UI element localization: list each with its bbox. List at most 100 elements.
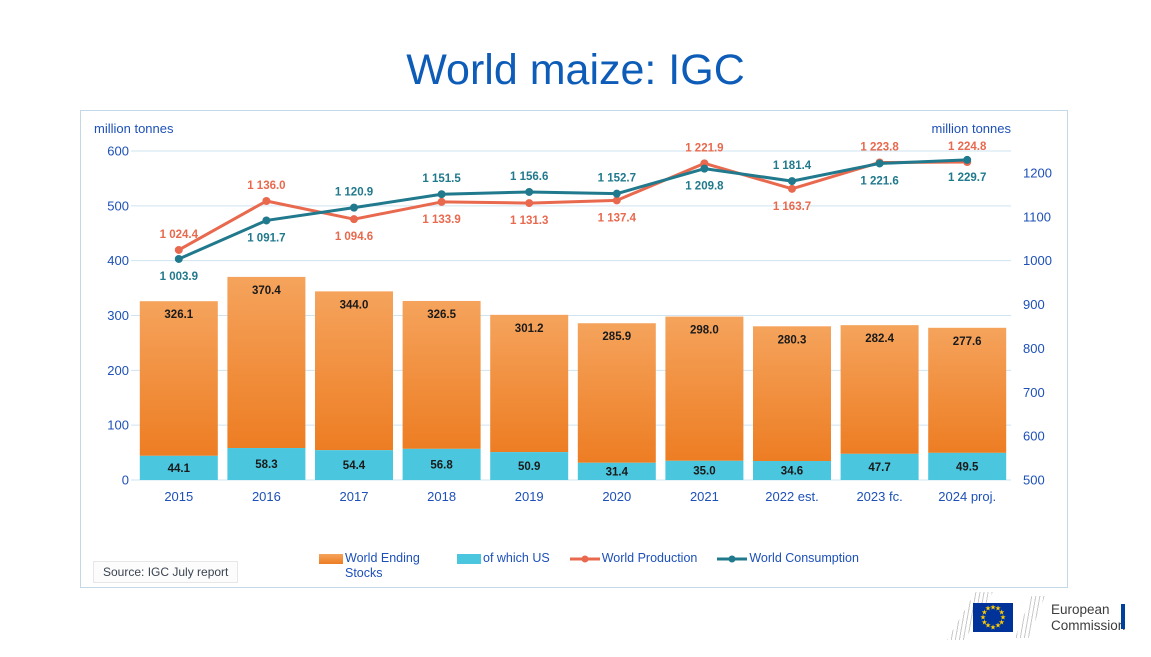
ec-logo-swoosh-icon (1015, 596, 1045, 638)
us-bar (928, 452, 1007, 480)
bar-value-label: 301.2 (515, 323, 544, 335)
chart-container: 0 100 200 300 400 500 600 500 600 700 800 900 1000 11… (80, 110, 1068, 588)
line-value-label: 1 221.9 (685, 142, 723, 154)
x-axis-label: 2022 est. (765, 489, 819, 504)
bar-value-label: 344.0 (340, 299, 369, 311)
data-point (788, 184, 796, 193)
left-axis-tick-label: 300 (107, 308, 129, 323)
line-value-label: 1 094.6 (335, 231, 373, 243)
us-bar (315, 450, 393, 480)
right-axis-tick-label: 800 (1023, 341, 1045, 356)
us-bar (665, 460, 744, 480)
bar-value-label: 326.5 (427, 309, 456, 321)
line-value-label: 1 209.8 (685, 181, 724, 193)
ending-stocks-bar (490, 314, 569, 453)
source-note: Source: IGC July report (93, 561, 239, 583)
bar-value-label: 285.9 (602, 331, 631, 343)
legend-label: of which US (483, 551, 550, 565)
ec-logo-line1: European (1051, 602, 1110, 617)
ending-stocks-bar (928, 327, 1007, 453)
ending-stocks-bar (577, 323, 656, 463)
bar-value-label: 282.4 (865, 333, 894, 345)
production-line-marker-icon (569, 555, 600, 563)
right-axis-tick-label: 1100 (1023, 209, 1051, 224)
eu-star-icon: ★ (994, 605, 1002, 613)
bar-value-label: 370.4 (252, 285, 281, 297)
page-title: World maize: IGC (406, 46, 745, 94)
data-point (174, 254, 183, 263)
us-value-label: 44.1 (168, 463, 191, 475)
ending-stocks-bar (665, 316, 744, 461)
right-axis-tick-label: 500 (1023, 473, 1045, 488)
legend-label: World Consumption (749, 551, 859, 565)
data-point (262, 216, 271, 225)
line-value-label: 1 091.7 (247, 232, 285, 244)
us-value-label: 50.9 (518, 461, 540, 473)
ending-stocks-bar (753, 326, 831, 462)
eu-star-icon: ★ (998, 609, 1005, 616)
us-bar (490, 452, 569, 480)
bar-value-label: 277.6 (953, 336, 982, 348)
legend-item-ending-stocks: World Ending Stocks (319, 551, 437, 581)
us-bar (227, 448, 306, 480)
x-axis-label: 2015 (164, 489, 193, 504)
ec-logo-bar (1121, 604, 1125, 629)
left-axis-tick-label: 200 (107, 363, 129, 378)
x-axis-label: 2021 (690, 489, 719, 504)
legend-item-consumption: World Consumption (717, 551, 859, 565)
x-axis-label: 2017 (340, 489, 369, 504)
line-value-label: 1 181.4 (773, 160, 812, 172)
eu-star-icon: ★ (998, 619, 1005, 626)
combo-chart: 0 100 200 300 400 500 600 500 600 700 800 900 1000 11… (107, 141, 1052, 504)
line-value-label: 1 152.7 (598, 173, 636, 185)
left-axis-tick-label: 600 (107, 144, 129, 159)
legend-item-production: World Production (569, 551, 698, 565)
consumption-line-marker-icon (717, 555, 748, 563)
world-production-line (178, 160, 968, 252)
us-value-label: 58.3 (255, 459, 277, 471)
data-point (262, 197, 271, 206)
eu-star-icon: ★ (984, 622, 992, 630)
right-axis-title: million tonnes (931, 121, 1012, 136)
us-value-label: 35.0 (693, 465, 715, 477)
us-value-label: 34.6 (781, 466, 803, 478)
data-point (350, 215, 358, 224)
eu-star-icon: ★ (999, 614, 1007, 621)
data-point (788, 177, 796, 186)
us-bar (753, 461, 831, 480)
eu-star-icon: ★ (984, 605, 992, 613)
line-value-label: 1 133.9 (422, 214, 460, 226)
line-value-label: 1 151.5 (422, 173, 461, 185)
line-value-label: 1 223.8 (860, 141, 899, 153)
eu-star-icon: ★ (981, 619, 988, 626)
line-value-label: 1 163.7 (773, 201, 811, 213)
ending-stocks-bar (315, 291, 393, 451)
x-axis-label: 2016 (252, 489, 281, 504)
line-value-label: 1 024.4 (160, 229, 199, 241)
data-point (437, 197, 446, 206)
us-bar (402, 448, 481, 480)
us-value-label: 49.5 (956, 461, 979, 473)
world-consumption-line (178, 158, 968, 261)
us-swatch-icon (457, 554, 481, 564)
legend-label: World Production (601, 551, 698, 565)
eu-star-icon: ★ (994, 622, 1002, 630)
ending-stocks-bar (840, 325, 919, 454)
line-value-label: 1 229.7 (948, 172, 986, 184)
ec-logo-line2: Commission (1051, 617, 1126, 633)
legend-item-us: of which US (457, 551, 550, 565)
right-axis-tick-label: 1200 (1023, 165, 1052, 180)
us-bar (139, 455, 218, 480)
chart-legend: World Ending Stocks of which US World Pr… (319, 551, 859, 581)
x-axis-label: 2024 proj. (938, 489, 996, 504)
line-value-label: 1 136.0 (247, 180, 285, 192)
ending-stocks-bar (227, 276, 306, 449)
data-point (963, 155, 972, 164)
right-axis-tick-label: 1000 (1023, 253, 1052, 268)
line-value-label: 1 224.8 (948, 141, 987, 153)
us-bar (577, 462, 656, 480)
line-value-label: 1 003.9 (160, 271, 198, 283)
line-value-label: 1 120.9 (335, 187, 373, 199)
left-axis-title: million tonnes (94, 121, 174, 136)
ec-logo-text: European Commission (1051, 602, 1125, 633)
